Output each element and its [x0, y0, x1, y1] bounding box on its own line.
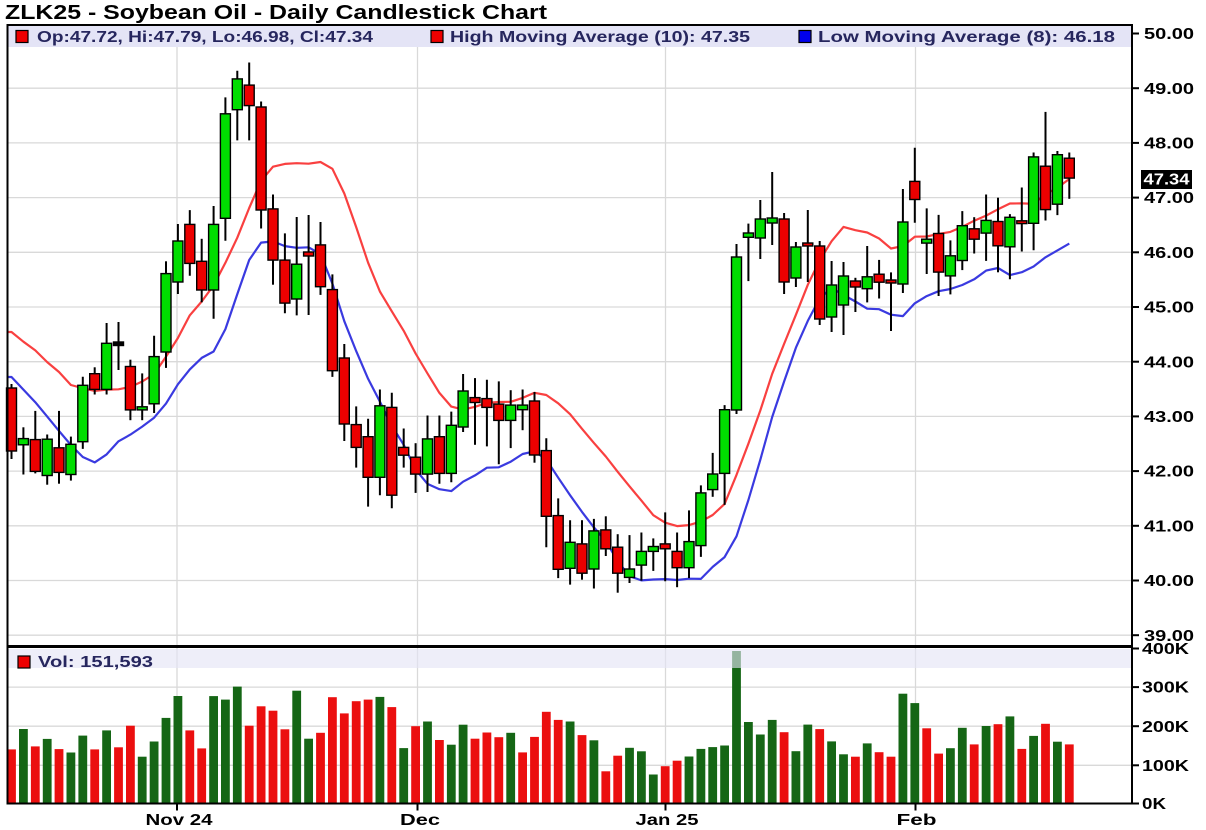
svg-text:Nov 24: Nov 24 — [146, 812, 213, 829]
svg-text:300K: 300K — [1142, 680, 1190, 697]
svg-text:41.00: 41.00 — [1144, 518, 1194, 535]
svg-text:400K: 400K — [1142, 641, 1190, 658]
svg-text:40.00: 40.00 — [1144, 573, 1194, 590]
svg-text:Jan 25: Jan 25 — [636, 812, 699, 829]
svg-text:42.00: 42.00 — [1144, 464, 1194, 481]
svg-text:45.00: 45.00 — [1144, 300, 1194, 317]
svg-text:46.00: 46.00 — [1144, 245, 1194, 262]
svg-text:Vol: 151,593: Vol: 151,593 — [38, 654, 153, 671]
svg-text:47.00: 47.00 — [1144, 190, 1194, 207]
svg-text:48.00: 48.00 — [1144, 136, 1194, 153]
svg-text:39.00: 39.00 — [1144, 628, 1194, 645]
svg-text:Feb: Feb — [897, 812, 937, 829]
svg-text:50.00: 50.00 — [1144, 26, 1194, 43]
svg-text:49.00: 49.00 — [1144, 81, 1194, 98]
svg-text:43.00: 43.00 — [1144, 409, 1194, 426]
svg-text:100K: 100K — [1142, 758, 1190, 775]
svg-text:ZLK25 - Soybean Oil - Daily Ca: ZLK25 - Soybean Oil - Daily Candlestick … — [5, 1, 547, 24]
svg-text:0K: 0K — [1142, 796, 1167, 813]
svg-text:47.34: 47.34 — [1144, 172, 1190, 189]
svg-text:44.00: 44.00 — [1144, 354, 1194, 371]
svg-text:Op:47.72, Hi:47.79, Lo:46.98,: Op:47.72, Hi:47.79, Lo:46.98, Cl:47.34 — [37, 29, 373, 46]
svg-text:Low Moving Average (8): 46.18: Low Moving Average (8): 46.18 — [818, 29, 1115, 46]
svg-text:Dec: Dec — [400, 812, 440, 829]
svg-text:200K: 200K — [1142, 719, 1190, 736]
svg-text:High Moving Average (10): 47.3: High Moving Average (10): 47.35 — [450, 29, 750, 46]
